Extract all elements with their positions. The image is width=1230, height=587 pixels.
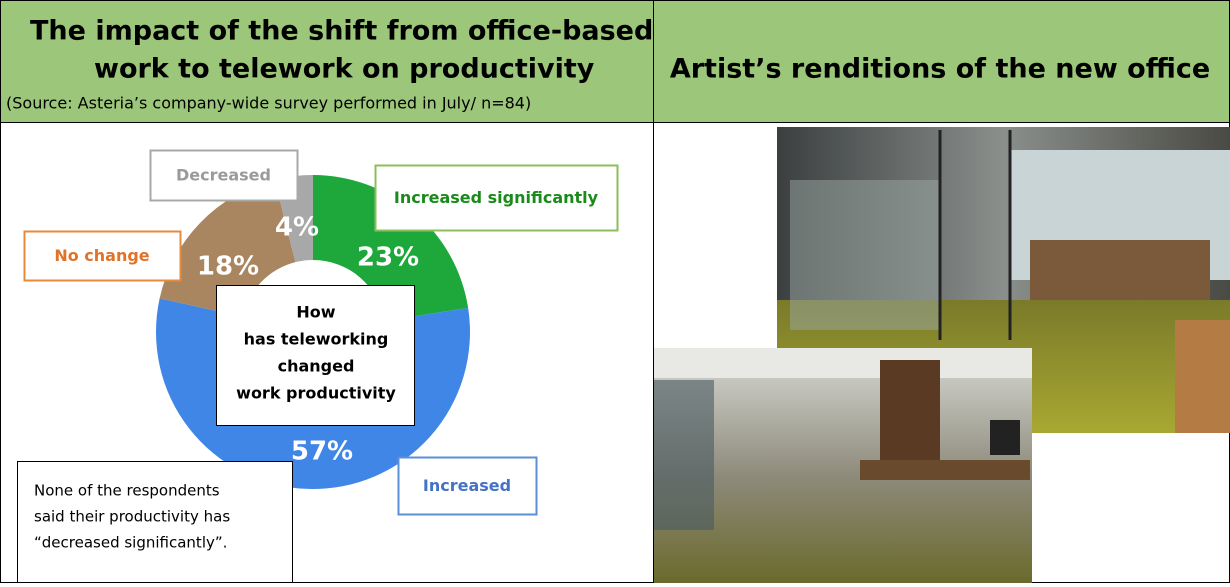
center-label: work productivity [236, 384, 396, 403]
note: said their productivity has [34, 508, 230, 526]
center-label: changed [278, 357, 355, 376]
center-label: has teleworking [244, 330, 389, 349]
page: The impact of the shift from office-base… [0, 0, 1230, 583]
note: None of the respondents [34, 482, 220, 500]
legend-label: Increased significantly [394, 188, 599, 207]
legend-label: Increased [423, 476, 511, 495]
center-label: How [296, 303, 335, 322]
legend-label: No change [54, 246, 149, 265]
title: Artist’s renditions of the new office [670, 54, 1210, 85]
title: The impact of the shift from office-base… [30, 16, 653, 47]
value-label: 4% [275, 213, 319, 243]
title: work to telework on productivity [94, 54, 595, 85]
value-label: 57% [291, 437, 353, 467]
value-label: 18% [197, 252, 259, 282]
note: “decreased significantly”. [34, 534, 227, 552]
source: (Source: Asteria’s company-wide survey p… [6, 94, 531, 113]
value-label: 23% [357, 243, 419, 273]
photo [654, 348, 1032, 583]
legend-label: Decreased [176, 166, 271, 185]
